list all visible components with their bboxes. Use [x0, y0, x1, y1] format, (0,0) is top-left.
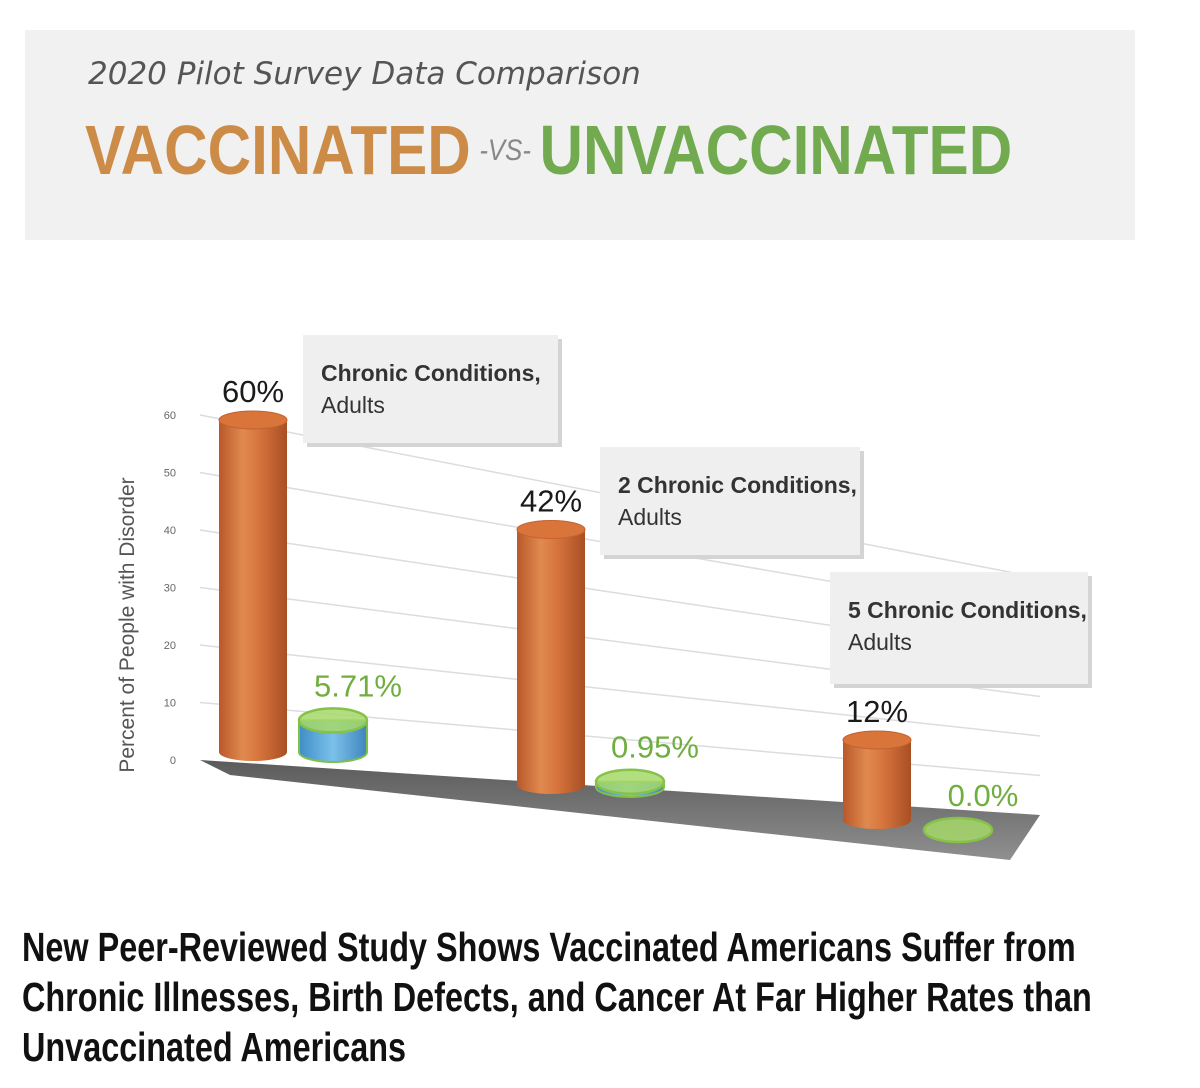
title-vs: -VS-: [479, 134, 531, 167]
y-tick-label: 30: [164, 583, 176, 595]
data-label-unvaccinated: 0.95%: [611, 730, 699, 765]
y-tick-label: 0: [170, 755, 176, 767]
bar-top-unvaccinated: [297, 707, 369, 734]
category-label-line: 5 Chronic Conditions,: [848, 597, 1087, 623]
y-tick-label: 50: [164, 468, 176, 480]
y-tick-label: 40: [164, 525, 176, 537]
headline-line-3: Unvaccinated Americans: [22, 1024, 407, 1070]
data-label-vaccinated: 60%: [222, 374, 284, 409]
y-axis-label: Percent of People with Disorder: [116, 477, 139, 772]
bar-vaccinated: [843, 740, 911, 829]
data-label-vaccinated: 12%: [846, 694, 908, 729]
bar-top-vaccinated: [516, 520, 586, 539]
category-label: 2 Chronic Conditions, Adults: [618, 472, 857, 530]
bar-vaccinated: [219, 420, 287, 761]
title-vaccinated: VACCINATED: [85, 111, 471, 189]
article-headline: New Peer-Reviewed Study Shows Vaccinated…: [22, 922, 1128, 1072]
bar-top-unvaccinated: [922, 816, 994, 844]
data-label-unvaccinated: 5.71%: [314, 668, 402, 703]
bar-chart: 0 10 20 30 40 50 60 Percent of People with Diso…: [116, 335, 1092, 860]
category-label-line: 2 Chronic Conditions,: [618, 472, 857, 498]
data-label-unvaccinated: 0.0%: [948, 778, 1019, 813]
chart-title: VACCINATED -VS- UNVACCINATED: [85, 110, 1012, 190]
category-label-line: Chronic Conditions,: [321, 360, 541, 386]
chart-floor: [200, 760, 1040, 860]
data-label-vaccinated: 42%: [520, 484, 582, 519]
y-tick-label: 10: [164, 698, 176, 710]
category-label-line: Adults: [848, 629, 912, 655]
bar-vaccinated: [517, 529, 585, 794]
y-tick-label: 60: [164, 410, 176, 422]
bar-top-vaccinated: [218, 410, 288, 430]
category-label: 5 Chronic Conditions, Adults: [848, 597, 1087, 655]
headline-line-1: New Peer-Reviewed Study Shows Vaccinated…: [22, 924, 1076, 970]
category-label: Chronic Conditions, Adults: [321, 360, 541, 418]
title-banner: [25, 30, 1135, 240]
bar-top-unvaccinated: [594, 768, 666, 795]
title-unvaccinated: UNVACCINATED: [539, 111, 1013, 189]
category-label-line: Adults: [321, 392, 385, 418]
category-box: [600, 447, 860, 555]
category-box: [303, 335, 558, 443]
y-tick-label: 20: [164, 640, 176, 652]
headline-line-2: Chronic Illnesses, Birth Defects, and Ca…: [22, 974, 1092, 1020]
gridline: [199, 644, 1041, 737]
category-box: [830, 572, 1088, 684]
category-label-line: Adults: [618, 504, 682, 530]
chart-subtitle: 2020 Pilot Survey Data Comparison: [88, 56, 641, 92]
bar-top-vaccinated: [842, 730, 912, 750]
